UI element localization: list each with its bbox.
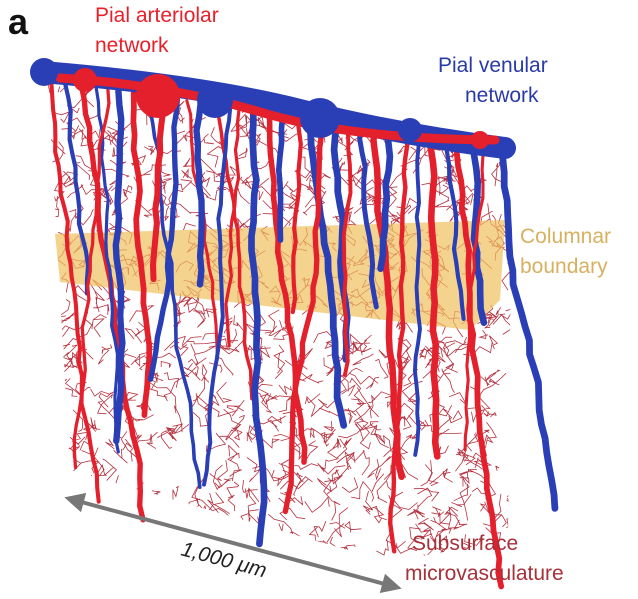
- venule: [197, 103, 202, 285]
- page: a Pial arteriolar network Pial venular n…: [0, 0, 638, 599]
- vessel-node: [136, 74, 180, 118]
- label-subsurface: microvasculature: [405, 562, 564, 585]
- figure: a Pial arteriolar network Pial venular n…: [0, 0, 638, 599]
- venule: [252, 110, 265, 544]
- scale-label: 1,000 μm: [179, 538, 269, 583]
- label-venular: Pial venular: [438, 54, 548, 77]
- label-columnar: boundary: [520, 255, 608, 278]
- vessel-node: [398, 118, 422, 142]
- vessel-node: [73, 68, 97, 92]
- panel-label: a: [8, 1, 29, 42]
- label-venular: network: [465, 84, 539, 107]
- label-subsurface: Subsurface: [412, 532, 518, 555]
- label-arteriolar: network: [95, 34, 169, 57]
- venule: [500, 144, 555, 508]
- vessel-node: [30, 58, 58, 86]
- venule: [279, 114, 283, 240]
- vessel-node: [471, 131, 489, 149]
- label-columnar: Columnar: [520, 225, 611, 248]
- label-arteriolar: Pial arteriolar: [95, 4, 219, 27]
- vessel-node: [197, 82, 233, 118]
- vessel-node: [300, 98, 340, 138]
